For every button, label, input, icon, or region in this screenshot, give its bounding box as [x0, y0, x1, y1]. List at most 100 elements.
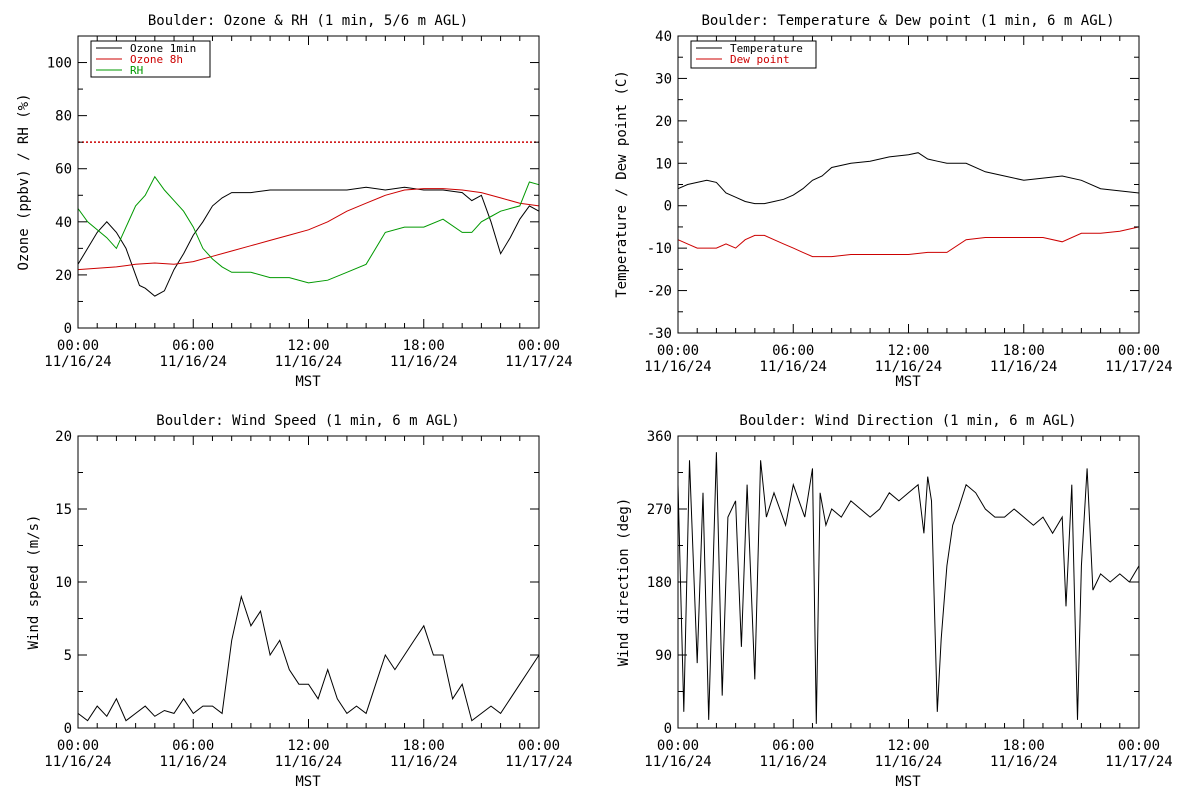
x-tick-date: 11/17/24 — [505, 354, 572, 370]
axes: 09018027036000:0011/16/2406:0011/16/2412… — [644, 429, 1172, 770]
x-tick-date: 11/16/24 — [760, 754, 827, 770]
y-tick-label: 20 — [55, 268, 72, 284]
x-tick-date: 11/17/24 — [505, 754, 572, 770]
y-tick-label: 20 — [655, 114, 672, 130]
plot-area — [677, 452, 1140, 724]
plot-frame — [677, 35, 1140, 334]
x-tick-date: 11/16/24 — [44, 754, 111, 770]
y-axis-label: Temperature / Dew point (C) — [614, 70, 630, 298]
y-axis-label: Wind speed (m/s) — [26, 515, 42, 650]
x-tick-label: 18:00 — [403, 338, 445, 354]
x-tick-date: 11/16/24 — [875, 754, 942, 770]
plot-area — [77, 141, 540, 297]
y-tick-label: 15 — [55, 502, 72, 518]
y-tick-label: 0 — [664, 199, 672, 215]
y-tick-label: 5 — [64, 648, 72, 664]
panel-temperature-dewpoint: Boulder: Temperature & Dew point (1 min,… — [614, 13, 1173, 390]
x-tick-date: 11/17/24 — [1105, 359, 1172, 375]
x-tick-label: 00:00 — [657, 738, 699, 754]
x-tick-label: 00:00 — [518, 738, 560, 754]
series-line-0 — [677, 152, 1140, 205]
x-tick-date: 11/16/24 — [644, 359, 711, 375]
y-tick-label: -20 — [647, 284, 672, 300]
x-tick-date: 11/16/24 — [275, 754, 342, 770]
plot-frame — [77, 35, 540, 329]
x-tick-date: 11/16/24 — [390, 354, 457, 370]
x-tick-date: 11/16/24 — [160, 354, 227, 370]
y-tick-label: 90 — [655, 648, 672, 664]
y-tick-label: 40 — [55, 215, 72, 231]
legend-label: Temperature — [730, 42, 803, 55]
y-tick-label: 40 — [655, 29, 672, 45]
y-tick-label: 10 — [55, 575, 72, 591]
y-tick-label: 100 — [47, 56, 72, 72]
y-tick-label: 0 — [664, 721, 672, 737]
axes: -30-20-1001020304000:0011/16/2406:0011/1… — [644, 29, 1172, 375]
x-tick-date: 11/16/24 — [390, 754, 457, 770]
x-tick-label: 12:00 — [887, 738, 929, 754]
y-tick-label: 0 — [64, 721, 72, 737]
legend-label: RH — [130, 64, 143, 77]
x-tick-label: 18:00 — [1003, 343, 1045, 359]
y-tick-label: 180 — [647, 575, 672, 591]
chart-title: Boulder: Wind Speed (1 min, 6 m AGL) — [156, 413, 459, 429]
y-tick-label: 30 — [655, 71, 672, 87]
y-tick-label: 60 — [55, 162, 72, 178]
x-tick-label: 00:00 — [57, 338, 99, 354]
legend-label: Ozone 8h — [130, 53, 183, 66]
x-tick-label: 12:00 — [287, 738, 329, 754]
x-tick-date: 11/16/24 — [44, 354, 111, 370]
plot-frame — [677, 435, 1140, 729]
legend: Ozone 1min Ozone 8h RH — [90, 40, 211, 78]
x-tick-label: 00:00 — [518, 338, 560, 354]
y-tick-label: 360 — [647, 429, 672, 445]
x-tick-label: 18:00 — [403, 738, 445, 754]
x-tick-label: 00:00 — [657, 343, 699, 359]
y-axis-label: Ozone (ppbv) / RH (%) — [16, 93, 32, 270]
y-tick-label: -10 — [647, 241, 672, 257]
x-tick-date: 11/16/24 — [760, 359, 827, 375]
x-axis-label: MST — [295, 774, 321, 790]
series-line-1 — [677, 226, 1140, 258]
x-tick-label: 00:00 — [57, 738, 99, 754]
axes: 0510152000:0011/16/2406:0011/16/2412:001… — [44, 429, 572, 770]
series-line-2 — [77, 175, 540, 284]
x-tick-label: 12:00 — [287, 338, 329, 354]
x-tick-date: 11/16/24 — [160, 754, 227, 770]
x-tick-date: 11/16/24 — [990, 754, 1057, 770]
y-tick-label: 0 — [64, 321, 72, 337]
y-tick-label: 10 — [655, 156, 672, 172]
x-axis-label: MST — [895, 774, 921, 790]
y-tick-label: -30 — [647, 326, 672, 342]
x-tick-label: 06:00 — [772, 343, 814, 359]
legend-label: Dew point — [730, 53, 790, 66]
x-tick-label: 06:00 — [172, 338, 214, 354]
x-tick-label: 06:00 — [772, 738, 814, 754]
plot-area — [677, 152, 1140, 258]
chart-title: Boulder: Temperature & Dew point (1 min,… — [701, 13, 1114, 29]
panel-ozone-rh: Boulder: Ozone & RH (1 min, 5/6 m AGL) 0… — [16, 13, 573, 390]
series-line-0 — [677, 452, 1140, 724]
legend-label: Ozone 1min — [130, 42, 196, 55]
y-tick-label: 20 — [55, 429, 72, 445]
x-tick-date: 11/16/24 — [644, 754, 711, 770]
legend-box — [690, 40, 817, 69]
series-line-0 — [77, 186, 540, 297]
panel-wind-direction: Boulder: Wind Direction (1 min, 6 m AGL)… — [616, 413, 1173, 790]
x-axis-label: MST — [295, 374, 321, 390]
series-line-1 — [77, 188, 540, 271]
plot-area — [77, 594, 540, 722]
legend: Temperature Dew point — [690, 40, 817, 69]
x-tick-label: 06:00 — [172, 738, 214, 754]
x-tick-date: 11/16/24 — [990, 359, 1057, 375]
panel-wind-speed: Boulder: Wind Speed (1 min, 6 m AGL) 0 5 1… — [26, 413, 573, 790]
x-tick-label: 12:00 — [887, 343, 929, 359]
chart-title: Boulder: Ozone & RH (1 min, 5/6 m AGL) — [148, 13, 468, 29]
x-tick-label: 00:00 — [1118, 738, 1160, 754]
x-tick-date: 11/16/24 — [875, 359, 942, 375]
y-axis-label: Wind direction (deg) — [616, 498, 632, 667]
y-tick-label: 270 — [647, 502, 672, 518]
y-tick-label: 80 — [55, 109, 72, 125]
x-tick-label: 00:00 — [1118, 343, 1160, 359]
